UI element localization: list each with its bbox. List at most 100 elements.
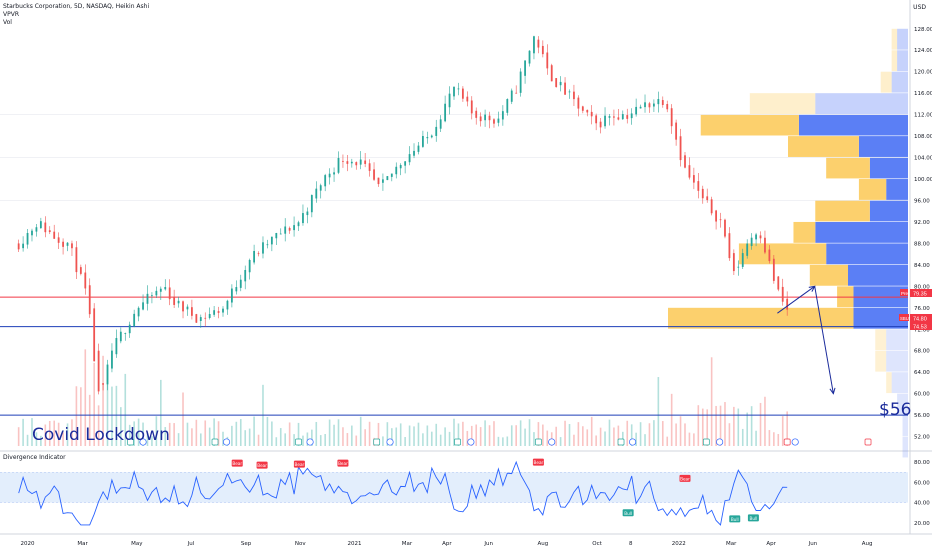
volume-bar-49 bbox=[235, 421, 238, 446]
candle-body-141 bbox=[644, 102, 646, 108]
signal-badge-5 bbox=[622, 509, 634, 517]
profile-row-up-8 bbox=[815, 200, 870, 222]
signal-label-2: Bear bbox=[295, 462, 305, 467]
volume-bar-44 bbox=[213, 418, 215, 446]
symbol-title[interactable]: Starbucks Corporation, 5D, NASDAQ, Heiki… bbox=[3, 3, 150, 10]
volume-bar-168 bbox=[764, 396, 766, 446]
candle-body-165 bbox=[750, 237, 753, 247]
candle-body-25 bbox=[128, 324, 131, 334]
profile-row-down-4 bbox=[798, 114, 908, 136]
profile-row-down-14 bbox=[886, 329, 908, 351]
volume-bar-98 bbox=[453, 418, 455, 446]
volume-bar-115 bbox=[528, 419, 531, 446]
time-tick-15: Apr bbox=[766, 541, 776, 547]
candle-body-46 bbox=[222, 308, 224, 313]
price-tick-16: 116.00 bbox=[914, 91, 932, 97]
candle-body-68 bbox=[319, 185, 322, 191]
volume-bar-0 bbox=[17, 427, 20, 446]
candle-body-133 bbox=[608, 116, 611, 118]
volume-bar-85 bbox=[395, 427, 398, 446]
candle-body-170 bbox=[772, 258, 775, 281]
volume-bar-41 bbox=[199, 433, 202, 446]
volume-bar-118 bbox=[542, 424, 544, 446]
volume-bar-66 bbox=[311, 429, 313, 446]
earnings-icon-4 bbox=[295, 438, 302, 446]
candle-body-169 bbox=[768, 249, 771, 262]
profile-row-down-19 bbox=[902, 436, 908, 458]
profile-row-up-5 bbox=[788, 136, 859, 157]
volume-bar-132 bbox=[604, 431, 606, 446]
oscillator-tick-1: 60.00 bbox=[914, 480, 930, 486]
candle-body-2 bbox=[26, 232, 29, 245]
indicator-vol-label[interactable]: Vol bbox=[3, 19, 12, 26]
candle-body-154 bbox=[701, 188, 704, 199]
volume-bar-25 bbox=[128, 424, 131, 446]
candle-body-43 bbox=[208, 314, 211, 318]
volume-bar-3 bbox=[31, 418, 33, 446]
volume-bar-18 bbox=[97, 405, 100, 446]
profile-row-down-8 bbox=[869, 200, 908, 222]
candle-body-140 bbox=[639, 106, 642, 109]
candle-body-61 bbox=[288, 227, 291, 231]
volume-bar-90 bbox=[417, 422, 420, 446]
candle-body-52 bbox=[248, 259, 251, 273]
candle-body-145 bbox=[661, 100, 664, 105]
signal-badge-7 bbox=[729, 515, 741, 523]
volume-bar-68 bbox=[319, 435, 322, 446]
volume-bar-9 bbox=[57, 422, 60, 446]
signal-badge-4 bbox=[532, 458, 544, 466]
candle-body-44 bbox=[213, 310, 216, 315]
candle-body-93 bbox=[430, 135, 433, 138]
candle-body-163 bbox=[741, 253, 744, 267]
candle-body-26 bbox=[133, 313, 136, 327]
candle-body-113 bbox=[519, 71, 522, 93]
candle-body-103 bbox=[475, 110, 478, 118]
volume-bar-36 bbox=[177, 433, 180, 446]
volume-bar-108 bbox=[497, 436, 500, 446]
candle-body-148 bbox=[675, 122, 678, 140]
dividend-icon-15 bbox=[716, 438, 724, 446]
volume-bar-140 bbox=[639, 422, 642, 446]
candle-body-70 bbox=[328, 173, 331, 178]
candle-body-108 bbox=[497, 118, 500, 123]
candle-body-119 bbox=[546, 52, 549, 69]
projection-segment-1 bbox=[814, 286, 834, 394]
price-tick-14: 108.00 bbox=[914, 134, 932, 140]
profile-row-up-4 bbox=[700, 114, 799, 136]
candle-body-1 bbox=[22, 243, 24, 249]
candle-body-49 bbox=[235, 287, 238, 292]
volume-bar-8 bbox=[53, 420, 55, 446]
volume-bar-87 bbox=[404, 437, 406, 446]
price-tick-5: 72.00 bbox=[914, 327, 930, 333]
volume-bar-83 bbox=[386, 422, 389, 446]
signal-badge-1 bbox=[256, 461, 268, 469]
volume-profile bbox=[668, 28, 908, 458]
candle-body-53 bbox=[253, 250, 255, 263]
volume-bar-105 bbox=[484, 420, 486, 446]
price-tick-2: 60.00 bbox=[914, 392, 930, 398]
candle-body-83 bbox=[386, 176, 389, 181]
candle-body-88 bbox=[408, 154, 411, 163]
volume-bar-151 bbox=[688, 432, 691, 446]
oscillator-line bbox=[18, 460, 788, 526]
candle-body-144 bbox=[657, 99, 660, 105]
candle-body-15 bbox=[84, 272, 87, 289]
volume-bar-10 bbox=[62, 432, 64, 446]
candle-body-90 bbox=[417, 145, 420, 152]
candle-body-47 bbox=[226, 300, 229, 310]
indicator-vpvr-label[interactable]: VPVR bbox=[3, 11, 19, 18]
volume-bar-165 bbox=[750, 406, 753, 446]
earnings-icon-2 bbox=[211, 438, 219, 446]
candle-body-138 bbox=[630, 113, 633, 119]
pre-price-badge bbox=[910, 289, 932, 297]
candle-body-78 bbox=[364, 160, 367, 164]
candle-body-48 bbox=[230, 288, 233, 303]
candles bbox=[17, 35, 789, 395]
candle-body-85 bbox=[395, 166, 398, 175]
profile-row-up-7 bbox=[858, 179, 887, 200]
volume-bar-38 bbox=[186, 422, 189, 446]
candle-body-152 bbox=[692, 175, 695, 183]
price-axis: 52.00 56.00 60.00 64.00 68.00 72.00 76.00 80.00… bbox=[914, 27, 932, 441]
candle-body-95 bbox=[439, 119, 442, 129]
